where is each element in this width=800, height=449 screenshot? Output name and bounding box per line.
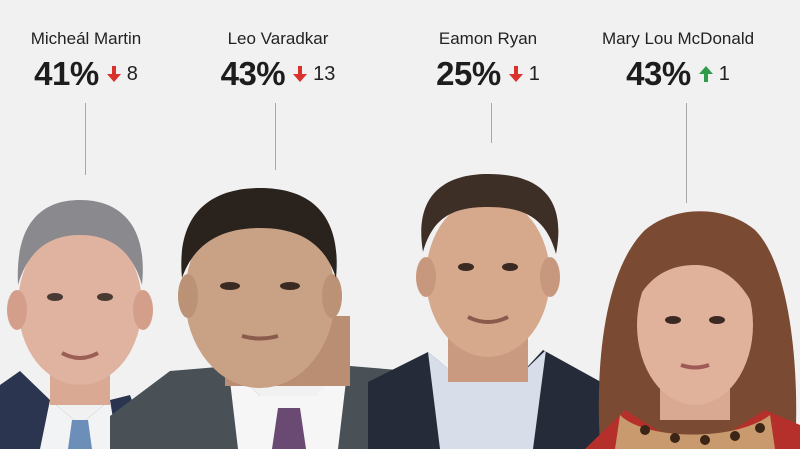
portrait-mcdonald xyxy=(585,211,800,449)
approval-row: 43% 13 xyxy=(178,55,378,93)
connector-line xyxy=(275,103,276,170)
approval-percent: 43% xyxy=(626,55,691,92)
leader-name: Mary Lou McDonald xyxy=(601,29,755,48)
connector-line xyxy=(491,103,492,143)
connector-line xyxy=(85,103,86,175)
arrow-down-icon xyxy=(293,66,308,82)
portrait-martin xyxy=(0,200,153,449)
approval-change: 8 xyxy=(126,62,138,85)
connector-line xyxy=(686,103,687,203)
approval-change: 1 xyxy=(528,62,540,85)
approval-row: 41% 8 xyxy=(0,55,186,93)
approval-row: 25% 1 xyxy=(388,55,588,93)
approval-percent: 43% xyxy=(220,55,286,92)
approval-row: 43% 1 xyxy=(578,55,778,93)
leader-name: Micheál Martin xyxy=(30,29,142,48)
approval-change: 1 xyxy=(718,62,730,85)
approval-percent: 41% xyxy=(34,55,99,92)
arrow-up-icon xyxy=(698,66,713,82)
approval-change: 13 xyxy=(313,62,336,85)
arrow-down-icon xyxy=(508,66,523,82)
portrait-ryan xyxy=(368,174,610,449)
approval-percent: 25% xyxy=(436,55,501,92)
leader-name: Eamon Ryan xyxy=(438,29,538,48)
leader-name: Leo Varadkar xyxy=(227,29,329,48)
arrow-down-icon xyxy=(106,66,121,82)
